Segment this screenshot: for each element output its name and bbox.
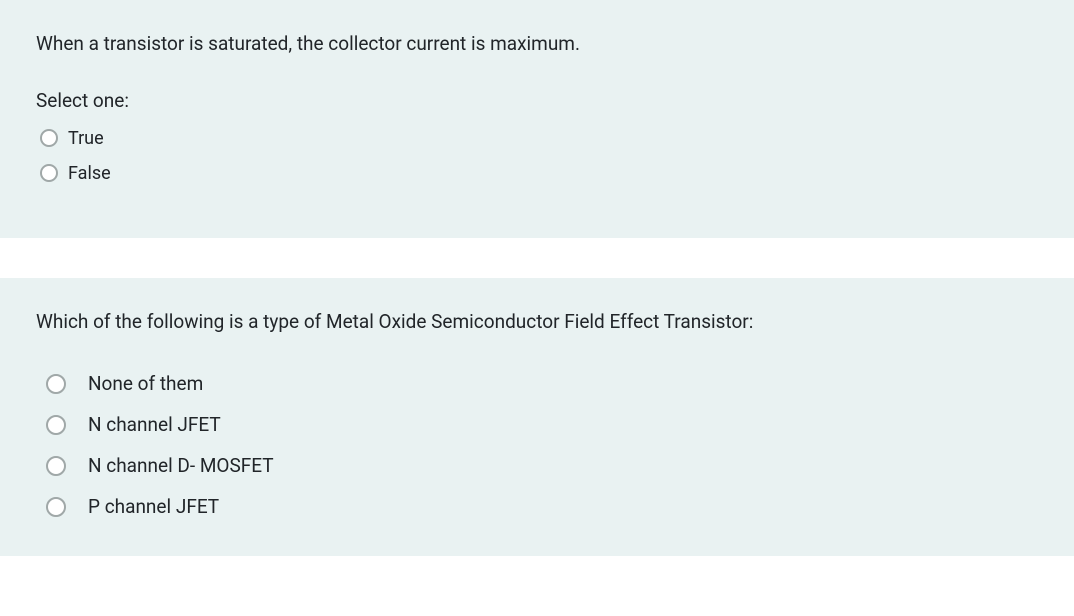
options-group-1: True False [40,128,1038,184]
option-label-ndmosfet[interactable]: N channel D- MOSFET [88,454,274,477]
options-group-2: None of them N channel JFET N channel D-… [46,372,1038,518]
question-text-2: Which of the following is a type of Meta… [36,308,1038,337]
option-row-njfet[interactable]: N channel JFET [46,413,1038,436]
radio-pjfet[interactable] [46,497,66,517]
option-row-none[interactable]: None of them [46,372,1038,395]
option-row-true[interactable]: True [40,128,1038,149]
radio-true[interactable] [40,129,58,147]
option-label-false[interactable]: False [68,163,111,184]
radio-false[interactable] [40,164,58,182]
option-row-false[interactable]: False [40,163,1038,184]
option-label-true[interactable]: True [68,128,104,149]
radio-ndmosfet[interactable] [46,456,66,476]
question-block-2: Which of the following is a type of Meta… [0,278,1074,557]
radio-none[interactable] [46,374,66,394]
select-one-label: Select one: [36,89,1038,112]
question-text-1: When a transistor is saturated, the coll… [36,30,1038,59]
option-row-ndmosfet[interactable]: N channel D- MOSFET [46,454,1038,477]
option-label-pjfet[interactable]: P channel JFET [88,495,219,518]
radio-njfet[interactable] [46,415,66,435]
option-label-njfet[interactable]: N channel JFET [88,413,221,436]
option-row-pjfet[interactable]: P channel JFET [46,495,1038,518]
option-label-none[interactable]: None of them [88,372,203,395]
question-block-1: When a transistor is saturated, the coll… [0,0,1074,238]
